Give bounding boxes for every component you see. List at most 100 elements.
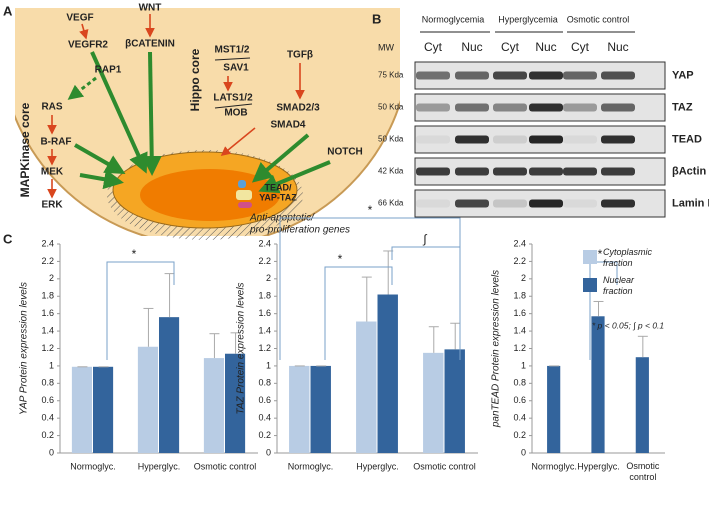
x-tick-label: Normoglyc. — [531, 461, 577, 471]
y-tick-label: 0.8 — [513, 378, 526, 388]
band — [601, 71, 635, 80]
protein-label: YAP — [672, 69, 694, 81]
significance-bracket — [106, 261, 175, 360]
fraction-label: Cyt — [424, 40, 443, 54]
yap-icon — [236, 190, 252, 200]
bar — [137, 346, 158, 453]
y-tick-label: 1.8 — [258, 291, 271, 301]
significance-bracket — [391, 246, 461, 330]
y-tick-label: 2.4 — [258, 238, 271, 248]
legend-swatch — [583, 278, 597, 292]
bar — [225, 353, 246, 453]
node-label: VEGF — [66, 13, 93, 24]
footnote: * p < 0.05; ∫ p < 0.1 — [592, 320, 665, 330]
legend-label: Nuclear fraction — [603, 275, 635, 296]
y-tick-label: 0.2 — [513, 430, 526, 440]
band — [416, 199, 450, 208]
error-bar — [450, 322, 461, 350]
node-label: LATS1/2 — [213, 93, 253, 104]
band — [416, 167, 450, 176]
y-tick-label: 0.6 — [41, 395, 54, 405]
genes-label: pro-proliferation genes — [249, 225, 350, 236]
node-label: WNT — [139, 3, 162, 14]
legend-label: Cytoplasmic fraction — [603, 247, 653, 268]
error-bar — [164, 273, 175, 318]
node-label: TGFβ — [287, 50, 313, 61]
complex-label: TEAD/ — [265, 182, 292, 192]
x-tick-label: Normoglyc. — [288, 461, 334, 471]
node-label: RAS — [41, 102, 62, 113]
y-tick-label: 1.2 — [41, 343, 54, 353]
panel-label: A — [3, 3, 13, 18]
x-tick-label: Osmotic control — [413, 461, 476, 471]
error-bar — [593, 300, 604, 317]
bar — [159, 317, 180, 453]
significance-label: * — [132, 247, 137, 261]
node-label: SMAD2/3 — [276, 103, 320, 114]
mw-label: 50 Kda — [378, 103, 404, 112]
mw-label: 42 Kda — [378, 167, 404, 176]
node-label: B-RAF — [40, 137, 71, 148]
condition-label: Osmotic control — [567, 14, 630, 24]
band — [563, 167, 597, 176]
protein-label: TEAD — [672, 133, 702, 145]
bar — [423, 352, 444, 453]
band — [601, 135, 635, 144]
condition-label: Normoglycemia — [422, 14, 485, 24]
y-tick-label: 1.8 — [41, 291, 54, 301]
band — [455, 71, 489, 80]
band — [493, 199, 527, 208]
y-tick-label: 1.2 — [258, 343, 271, 353]
y-tick-label: 0 — [521, 447, 526, 457]
band — [416, 71, 450, 80]
bar — [93, 366, 114, 453]
node-label: SAV1 — [223, 63, 249, 74]
band — [455, 135, 489, 144]
y-tick-label: 1.4 — [41, 325, 54, 335]
bar — [356, 321, 377, 453]
band — [601, 199, 635, 208]
significance-bracket — [324, 266, 393, 360]
node-label: ERK — [41, 200, 63, 211]
node-label: MEK — [41, 167, 64, 178]
band — [601, 103, 635, 112]
error-bar — [428, 326, 439, 353]
node-label: MST1/2 — [214, 45, 249, 56]
fraction-label: Cyt — [571, 40, 590, 54]
band — [493, 103, 527, 112]
band — [529, 103, 563, 112]
fraction-label: Nuc — [607, 40, 628, 54]
panel-label: B — [372, 11, 381, 26]
node-label: SMAD4 — [270, 120, 305, 131]
protein-label: βActin — [672, 165, 706, 177]
y-tick-label: 0.6 — [513, 395, 526, 405]
x-tick-label: Hyperglyc. — [356, 461, 399, 471]
significance-label: * — [338, 252, 343, 266]
dashed-arrow — [67, 76, 97, 100]
pathway-diagram: VEGF VEGFR2 WNT βCATENIN MST1/2 SAV1 TGF… — [15, 3, 400, 240]
y-tick-label: 1.6 — [513, 308, 526, 318]
bar — [444, 349, 465, 453]
y-tick-label: 2.2 — [41, 256, 54, 266]
significance-label: ∫ — [422, 232, 427, 246]
error-bar — [361, 276, 372, 322]
error-bar — [209, 333, 220, 359]
y-tick-label: 0.6 — [258, 395, 271, 405]
y-tick-label: 2.4 — [41, 238, 54, 248]
y-tick-label: 2.4 — [513, 238, 526, 248]
y-tick-label: 0.2 — [258, 430, 271, 440]
x-tick-label: Hyperglyc. — [577, 461, 620, 471]
y-axis-label: panTEAD Protein expression levels — [491, 270, 502, 428]
red-arrows — [47, 14, 305, 199]
y-tick-label: 1.4 — [258, 325, 271, 335]
y-tick-label: 1.6 — [41, 308, 54, 318]
x-tick-label: Hyperglyc. — [138, 461, 181, 471]
band — [455, 167, 489, 176]
y-tick-label: 2 — [49, 273, 54, 283]
green-arrows — [74, 51, 331, 194]
error-bar — [230, 332, 241, 354]
y-tick-label: 0.8 — [258, 378, 271, 388]
mw-header: MW — [378, 42, 394, 52]
y-tick-label: 1 — [49, 360, 54, 370]
